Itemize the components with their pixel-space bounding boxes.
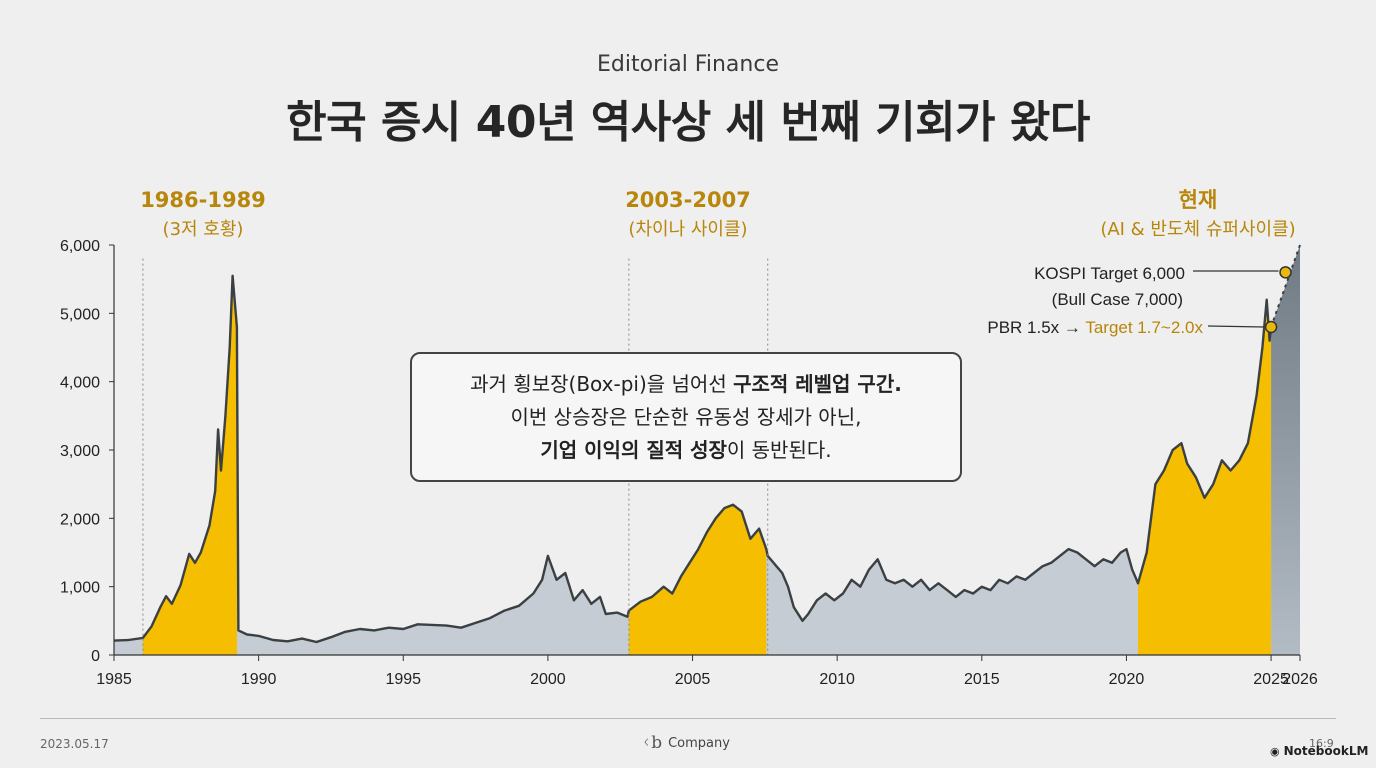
x-tick-label: 2005	[675, 671, 711, 688]
annotation-pbr-leader	[1207, 325, 1265, 328]
current-marker	[1264, 320, 1278, 334]
annotation-bull-case: (Bull Case 7,000)	[1052, 290, 1183, 309]
kospi-line	[113, 274, 1273, 644]
period-label-3: 현재	[1179, 188, 1218, 212]
highlight-area-3	[1138, 299, 1272, 655]
projection-line	[1270, 244, 1301, 328]
company-name: Company	[668, 735, 730, 751]
callout-line1-plain: 과거 횡보장(Box-pi)을 넘어선	[470, 372, 734, 396]
callout-box: 과거 횡보장(Box-pi)을 넘어선 구조적 레벨업 구간. 이번 상승장은 …	[410, 352, 962, 482]
x-tick-label: 1995	[385, 671, 421, 688]
company-logo-icon: ᚲb	[641, 733, 663, 753]
y-tick-label: 3,000	[60, 443, 100, 460]
page-title: 한국 증시 40년 역사상 세 번째 기회가 왔다	[286, 97, 1090, 148]
period-label-1: 1986-1989	[140, 188, 266, 212]
projection-area	[1271, 245, 1300, 655]
period-label-2: 2003-2007	[625, 188, 751, 212]
highlight-area-1	[142, 275, 237, 655]
aspect-ratio-label: 16:9	[1309, 737, 1334, 750]
x-tick-label: 2010	[819, 671, 855, 688]
target-marker	[1279, 266, 1292, 279]
highlight-area-2	[628, 504, 767, 655]
footer-company: ᚲb Company	[641, 733, 730, 753]
y-tick-label: 1,000	[60, 580, 100, 597]
annotation-pbr-accent: Target 1.7~2.0x	[1085, 318, 1203, 337]
x-tick-label: 2000	[530, 671, 566, 688]
callout-line3-plain: 이 동반된다.	[726, 438, 832, 462]
callout-line3-bold: 기업 이익의 질적 성장	[540, 438, 727, 462]
y-tick-label: 2,000	[60, 511, 100, 528]
x-tick-label: 1985	[96, 671, 132, 688]
annotation-target: KOSPI Target 6,000	[1034, 264, 1185, 283]
y-tick-label: 0	[91, 648, 100, 665]
callout-line2: 이번 상승장은 단순한 유동성 장세가 아닌,	[510, 405, 862, 429]
page-kicker: Editorial Finance	[597, 52, 779, 77]
x-tick-label: 1990	[241, 671, 277, 688]
x-tick-label: 2026	[1282, 671, 1318, 688]
annotation-pbr-plain: PBR 1.5x →	[987, 318, 1085, 337]
footer-divider	[40, 718, 1336, 719]
y-tick-label: 5,000	[60, 306, 100, 323]
notebooklm-label: NotebookLM	[1283, 744, 1369, 758]
y-tick-label: 6,000	[60, 238, 100, 255]
annotation-pbr: PBR 1.5x → Target 1.7~2.0x	[987, 318, 1203, 337]
footer-date: 2023.05.17	[40, 737, 109, 751]
x-tick-label: 2020	[1109, 671, 1145, 688]
x-tick-label: 2025	[1253, 671, 1289, 688]
notebooklm-icon: ◉	[1270, 744, 1280, 758]
period-sublabel-3: (AI & 반도체 슈퍼사이클)	[1100, 219, 1295, 240]
period-sublabel-1: (3저 호황)	[163, 219, 244, 240]
period-sublabel-2: (차이나 사이클)	[628, 219, 747, 240]
notebooklm-brand: ◉ NotebookLM	[1270, 744, 1368, 758]
callout-line1-bold: 구조적 레벨업 구간.	[733, 372, 902, 396]
y-tick-label: 4,000	[60, 375, 100, 392]
x-tick-label: 2015	[964, 671, 1000, 688]
